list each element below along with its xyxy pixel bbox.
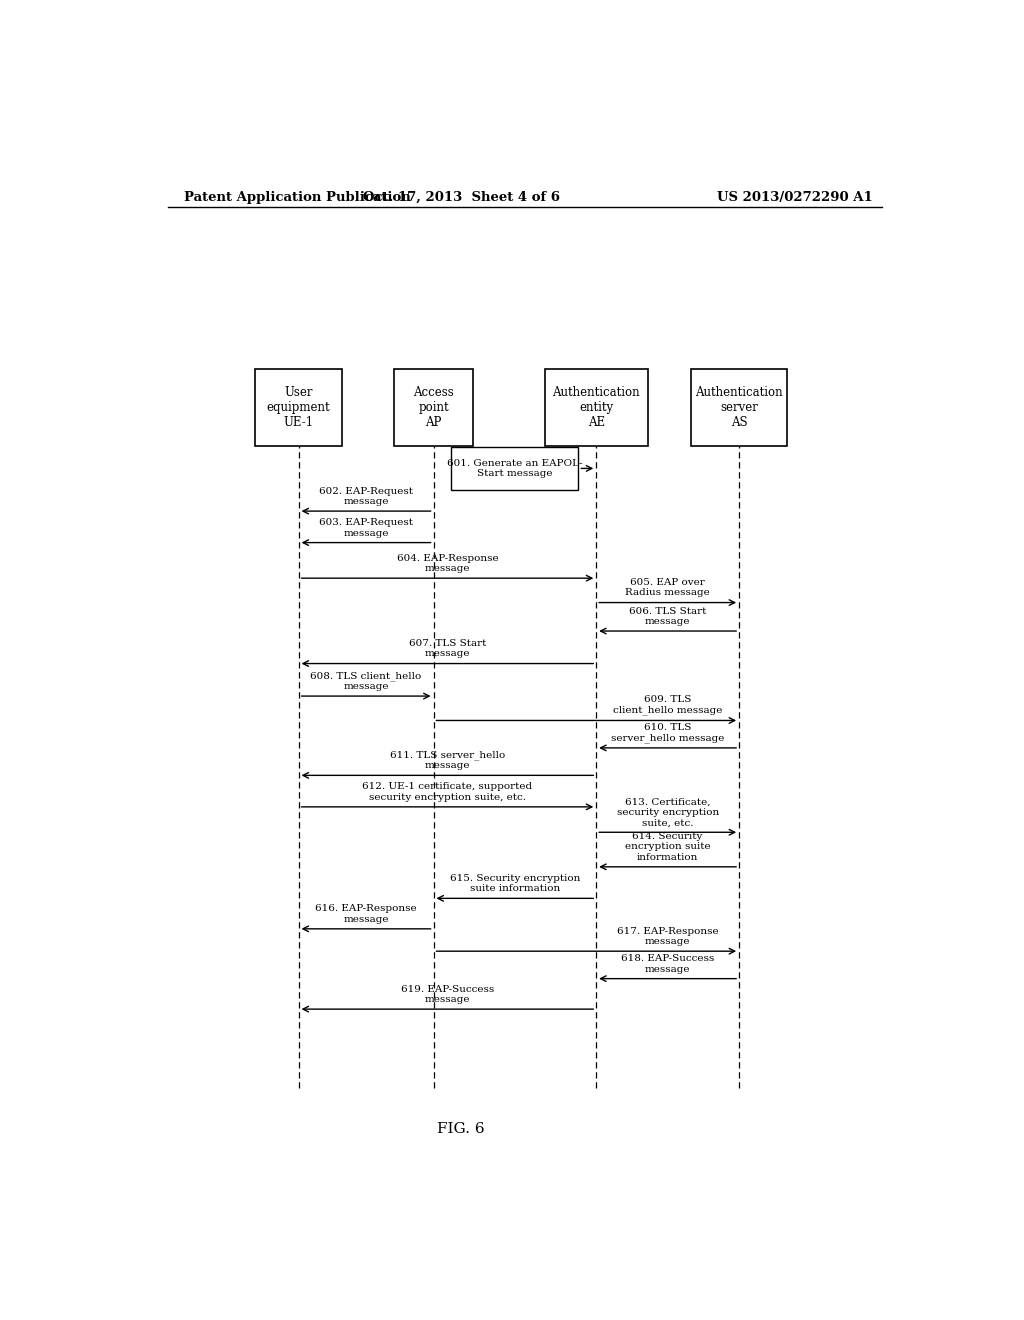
Text: 612. UE-1 certificate, supported
security encryption suite, etc.: 612. UE-1 certificate, supported securit… [362, 783, 532, 801]
Bar [394, 370, 473, 446]
Text: 605. EAP over
Radius message: 605. EAP over Radius message [626, 578, 710, 598]
Text: 610. TLS
server_hello message: 610. TLS server_hello message [611, 723, 724, 743]
Bar [545, 370, 648, 446]
Text: 614. Security
encryption suite
information: 614. Security encryption suite informati… [625, 832, 711, 862]
Text: 604. EAP-Response
message: 604. EAP-Response message [396, 553, 499, 573]
Text: 603. EAP-Request
message: 603. EAP-Request message [319, 519, 413, 537]
Text: 615. Security encryption
suite information: 615. Security encryption suite informati… [450, 874, 580, 894]
Text: FIG. 6: FIG. 6 [437, 1122, 485, 1137]
Text: 601. Generate an EAPOL-
Start message: 601. Generate an EAPOL- Start message [447, 459, 583, 478]
Text: User
equipment
UE-1: User equipment UE-1 [267, 385, 331, 429]
Bar [255, 370, 342, 446]
Text: 616. EAP-Response
message: 616. EAP-Response message [315, 904, 417, 924]
Text: Authentication
server
AS: Authentication server AS [695, 385, 783, 429]
Text: 613. Certificate,
security encryption
suite, etc.: 613. Certificate, security encryption su… [616, 797, 719, 828]
Text: Oct. 17, 2013  Sheet 4 of 6: Oct. 17, 2013 Sheet 4 of 6 [362, 190, 560, 203]
Text: 611. TLS server_hello
message: 611. TLS server_hello message [390, 750, 505, 771]
Text: Authentication
entity
AE: Authentication entity AE [552, 385, 640, 429]
Text: 607. TLS Start
message: 607. TLS Start message [409, 639, 486, 659]
Bar [691, 370, 786, 446]
Text: 617. EAP-Response
message: 617. EAP-Response message [616, 927, 719, 946]
Text: Access
point
AP: Access point AP [413, 385, 454, 429]
Text: 619. EAP-Success
message: 619. EAP-Success message [400, 985, 494, 1005]
Text: 618. EAP-Success
message: 618. EAP-Success message [621, 954, 715, 974]
Text: 602. EAP-Request
message: 602. EAP-Request message [319, 487, 413, 506]
Bar [452, 447, 579, 490]
Text: Patent Application Publication: Patent Application Publication [183, 190, 411, 203]
Text: 606. TLS Start
message: 606. TLS Start message [629, 607, 707, 626]
Text: US 2013/0272290 A1: US 2013/0272290 A1 [717, 190, 872, 203]
Text: 609. TLS
client_hello message: 609. TLS client_hello message [613, 696, 722, 715]
Text: 608. TLS client_hello
message: 608. TLS client_hello message [310, 671, 422, 690]
